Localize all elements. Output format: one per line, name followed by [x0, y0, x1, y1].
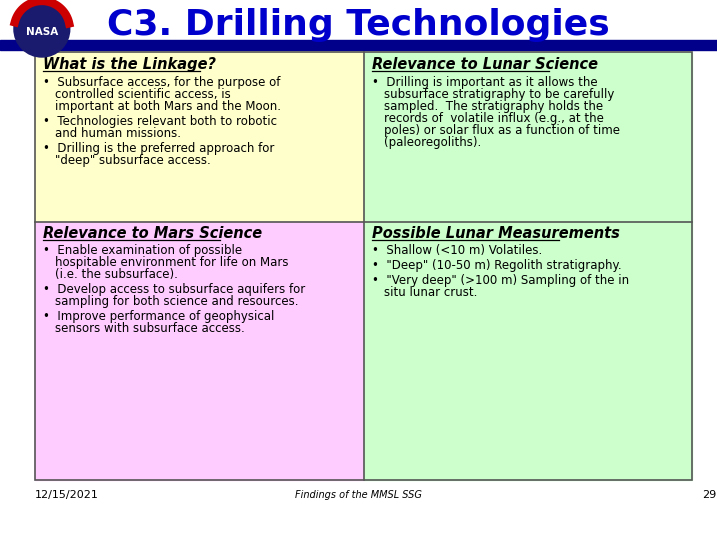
Text: •  Technologies relevant both to robotic: • Technologies relevant both to robotic — [43, 115, 277, 128]
Text: Relevance to Mars Science: Relevance to Mars Science — [43, 226, 262, 241]
Text: •  Develop access to subsurface aquifers for: • Develop access to subsurface aquifers … — [43, 283, 305, 296]
Text: Relevance to Lunar Science: Relevance to Lunar Science — [372, 57, 598, 72]
Text: (paleoregoliths).: (paleoregoliths). — [384, 136, 481, 149]
Bar — [364, 222, 693, 480]
Text: Possible Lunar Measurements: Possible Lunar Measurements — [372, 226, 619, 241]
Text: sampling for both science and resources.: sampling for both science and resources. — [55, 295, 298, 308]
Text: sampled.  The stratigraphy holds the: sampled. The stratigraphy holds the — [384, 100, 603, 113]
Text: 29: 29 — [703, 490, 716, 500]
Text: subsurface stratigraphy to be carefully: subsurface stratigraphy to be carefully — [384, 88, 614, 101]
Text: Findings of the MMSL SSG: Findings of the MMSL SSG — [295, 490, 422, 500]
Bar — [0, 40, 717, 50]
Text: (i.e. the subsurface).: (i.e. the subsurface). — [55, 268, 178, 281]
Text: "deep" subsurface access.: "deep" subsurface access. — [55, 154, 210, 167]
Text: situ lunar crust.: situ lunar crust. — [384, 286, 477, 299]
Bar — [364, 52, 693, 222]
Text: •  "Very deep" (>100 m) Sampling of the in: • "Very deep" (>100 m) Sampling of the i… — [372, 274, 629, 287]
Text: 12/15/2021: 12/15/2021 — [35, 490, 99, 500]
Text: and human missions.: and human missions. — [55, 127, 181, 140]
Text: •  Improve performance of geophysical: • Improve performance of geophysical — [43, 310, 274, 323]
Text: controlled scientific access, is: controlled scientific access, is — [55, 88, 230, 101]
Text: hospitable environment for life on Mars: hospitable environment for life on Mars — [55, 256, 288, 269]
Text: important at both Mars and the Moon.: important at both Mars and the Moon. — [55, 100, 281, 113]
Text: •  Drilling is the preferred approach for: • Drilling is the preferred approach for — [43, 142, 274, 155]
Bar — [35, 222, 364, 480]
Text: poles) or solar flux as a function of time: poles) or solar flux as a function of ti… — [384, 124, 620, 137]
Text: sensors with subsurface access.: sensors with subsurface access. — [55, 322, 245, 335]
Text: •  Shallow (<10 m) Volatiles.: • Shallow (<10 m) Volatiles. — [372, 244, 542, 257]
Text: •  Enable examination of possible: • Enable examination of possible — [43, 244, 242, 257]
Text: •  Drilling is important as it allows the: • Drilling is important as it allows the — [372, 76, 598, 89]
Bar — [35, 52, 364, 222]
Text: What is the Linkage?: What is the Linkage? — [43, 57, 216, 72]
Bar — [35, 52, 693, 480]
Text: C3. Drilling Technologies: C3. Drilling Technologies — [107, 8, 610, 42]
Text: •  "Deep" (10-50 m) Regolith stratigraphy.: • "Deep" (10-50 m) Regolith stratigraphy… — [372, 259, 621, 272]
Text: •  Subsurface access, for the purpose of: • Subsurface access, for the purpose of — [43, 76, 280, 89]
Circle shape — [14, 1, 70, 57]
Text: NASA: NASA — [26, 27, 58, 37]
Text: records of  volatile influx (e.g., at the: records of volatile influx (e.g., at the — [384, 112, 603, 125]
